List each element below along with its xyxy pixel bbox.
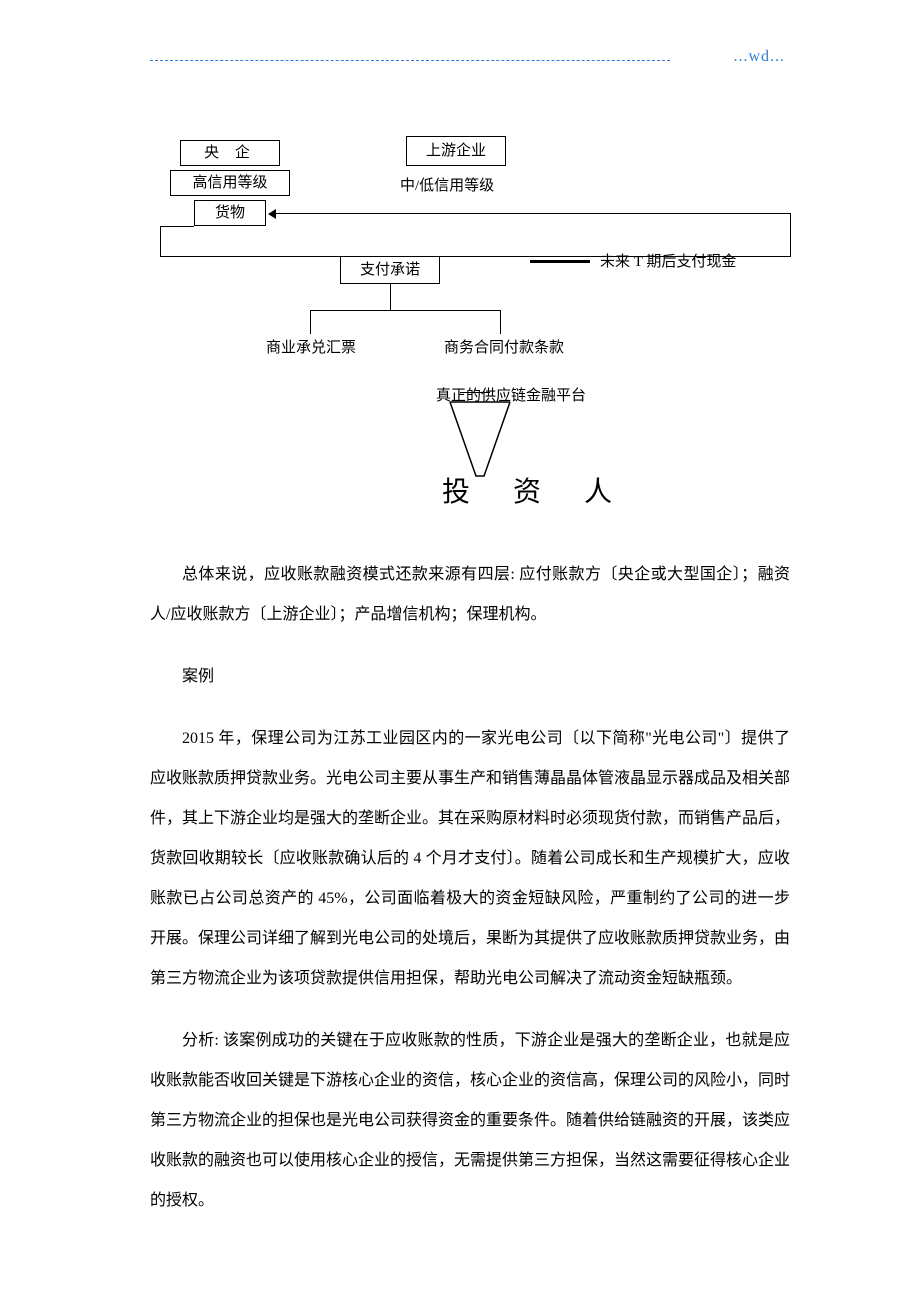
line-split-left — [310, 310, 311, 334]
paragraph-analysis: 分析: 该案例成功的关键在于应收账款的性质，下游企业是强大的垄断企业，也就是应收… — [150, 1021, 790, 1221]
node-goods: 货物 — [194, 200, 266, 226]
paragraph-case-heading: 案例 — [150, 657, 790, 697]
line-left-up — [160, 226, 161, 257]
label-future-cash: 未来 T 期后支付现金 — [600, 250, 736, 271]
line-platform-strike — [460, 392, 490, 393]
arrow-goods — [276, 213, 791, 214]
node-label: 上游企业 — [426, 144, 486, 159]
header-wd-text: ...wd... — [733, 48, 785, 66]
node-label: 高信用等级 — [192, 176, 267, 191]
line-left-top-short — [160, 226, 194, 227]
body-text: 总体来说，应收账款融资模式还款来源有四层: 应付账款方〔央企或大型国企〕；融资人… — [150, 555, 790, 1243]
funnel-shape — [440, 400, 520, 480]
paragraph-summary: 总体来说，应收账款融资模式还款来源有四层: 应付账款方〔央企或大型国企〕；融资人… — [150, 555, 790, 635]
node-high-credit: 高信用等级 — [170, 170, 290, 196]
node-pay-promise: 支付承诺 — [340, 256, 440, 284]
line-split-right — [500, 310, 501, 334]
label-mid-low-credit: 中/低信用等级 — [400, 174, 494, 195]
header-dashed-line — [150, 60, 670, 61]
flowchart-diagram: 央 企 上游企业 高信用等级 中/低信用等级 货物 支付承诺 未来 T 期后支付… — [160, 130, 800, 530]
node-label: 货物 — [215, 206, 245, 221]
node-central-enterprise: 央 企 — [180, 140, 280, 166]
line-promise-down — [390, 284, 391, 310]
line-right-down — [790, 213, 791, 257]
node-upstream-enterprise: 上游企业 — [406, 136, 506, 166]
paragraph-case-body: 2015 年，保理公司为江苏工业园区内的一家光电公司〔以下简称"光电公司"〕提供… — [150, 719, 790, 999]
label-contract: 商务合同付款条款 — [444, 336, 564, 357]
label-bill: 商业承兑汇票 — [266, 336, 356, 357]
line-promise-split — [310, 310, 500, 311]
label-investor: 投 资 人 — [442, 470, 630, 510]
node-label: 支付承诺 — [360, 263, 420, 278]
node-label: 央 企 — [204, 146, 256, 161]
thick-line-future-cash — [530, 260, 590, 263]
